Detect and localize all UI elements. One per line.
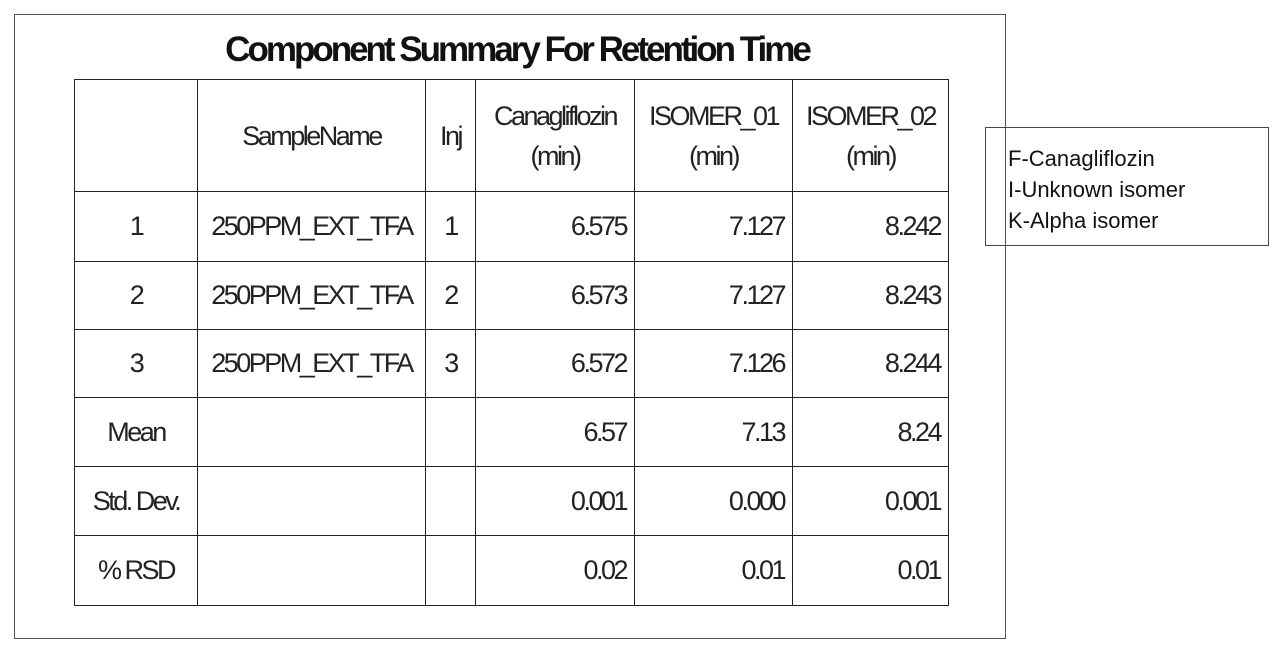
summary-table: SampleName Inj Canagliflozin (min) ISOMER_01… bbox=[74, 79, 949, 606]
header-line: Canagliflozin bbox=[493, 100, 619, 131]
table-cell: 3 bbox=[74, 329, 198, 398]
table-cell: 1 bbox=[74, 191, 198, 262]
table-cell: 250PPM_EXT_TFA bbox=[197, 261, 426, 330]
table-cell: 7.126 bbox=[634, 329, 793, 398]
table-row: 3 250PPM_EXT_TFA 3 6.572 7.126 8.244 bbox=[74, 329, 949, 398]
header-line: ISOMER_02 bbox=[805, 100, 938, 131]
table-cell: 2 bbox=[74, 261, 198, 330]
table-cell bbox=[425, 535, 476, 606]
table-cell: 7.127 bbox=[634, 191, 793, 262]
table-cell: 7.13 bbox=[634, 397, 793, 467]
table-row: Std. Dev. 0.001 0.000 0.001 bbox=[74, 466, 949, 536]
table-cell bbox=[425, 466, 476, 536]
table-cell: 8.24 bbox=[792, 397, 949, 467]
header-line: ISOMER_01 bbox=[648, 100, 781, 131]
title: Component Summary For Retention Time bbox=[225, 30, 812, 69]
header-cell: ISOMER_01 (min) bbox=[634, 79, 793, 192]
table-cell: 6.57 bbox=[475, 397, 635, 467]
table-cell: 0.01 bbox=[634, 535, 793, 606]
table-cell: % RSD bbox=[74, 535, 198, 606]
table-cell: 7.127 bbox=[634, 261, 793, 330]
table-row: Mean 6.57 7.13 8.24 bbox=[74, 397, 949, 467]
table-cell: 0.02 bbox=[475, 535, 635, 606]
table-cell bbox=[197, 397, 426, 467]
table-cell: 8.244 bbox=[792, 329, 949, 398]
table-cell: 0.001 bbox=[475, 466, 635, 536]
header-line: SampleName bbox=[242, 120, 383, 151]
legend-item: F-Canagliflozin bbox=[1008, 146, 1155, 171]
table-cell: 0.01 bbox=[792, 535, 949, 606]
header-cell: ISOMER_02 (min) bbox=[792, 79, 949, 192]
table-cell: 0.001 bbox=[792, 466, 949, 536]
table-cell: 8.242 bbox=[792, 191, 949, 262]
table-cell: 1 bbox=[425, 191, 476, 262]
header-line: Inj bbox=[439, 120, 464, 151]
header-line: (min) bbox=[689, 140, 741, 171]
table-row: 2 250PPM_EXT_TFA 2 6.573 7.127 8.243 bbox=[74, 261, 949, 330]
header-cell bbox=[74, 79, 198, 192]
header-line: (min) bbox=[846, 140, 898, 171]
table-cell bbox=[197, 466, 426, 536]
frame bbox=[14, 14, 1006, 639]
table-cell: 8.243 bbox=[792, 261, 949, 330]
header-line: (min) bbox=[530, 140, 583, 171]
table-cell: 6.573 bbox=[475, 261, 635, 330]
header-cell: Canagliflozin (min) bbox=[475, 79, 635, 192]
header-cell: SampleName bbox=[197, 79, 426, 192]
table-row: 1 250PPM_EXT_TFA 1 6.575 7.127 8.242 bbox=[74, 191, 949, 262]
table-cell: 6.572 bbox=[475, 329, 635, 398]
table-cell: 250PPM_EXT_TFA bbox=[197, 329, 426, 398]
table-cell bbox=[197, 535, 426, 606]
table-cell: 3 bbox=[425, 329, 476, 398]
legend-item: I-Unknown isomer bbox=[1008, 177, 1186, 202]
header-cell: Inj bbox=[425, 79, 476, 192]
header-row: SampleName Inj Canagliflozin (min) ISOMER_01… bbox=[74, 79, 949, 192]
table-cell: 250PPM_EXT_TFA bbox=[197, 191, 426, 262]
legend: F-Canagliflozin I-Unknown isomer K-Alpha i… bbox=[985, 127, 1269, 246]
table-cell: 0.000 bbox=[634, 466, 793, 536]
table-cell: Mean bbox=[74, 397, 198, 467]
table-cell: Std. Dev. bbox=[74, 466, 198, 536]
table-row: % RSD 0.02 0.01 0.01 bbox=[74, 535, 949, 606]
table-cell bbox=[425, 397, 476, 467]
table-cell: 6.575 bbox=[475, 191, 635, 262]
table-cell: 2 bbox=[425, 261, 476, 330]
legend-item: K-Alpha isomer bbox=[1008, 208, 1159, 233]
